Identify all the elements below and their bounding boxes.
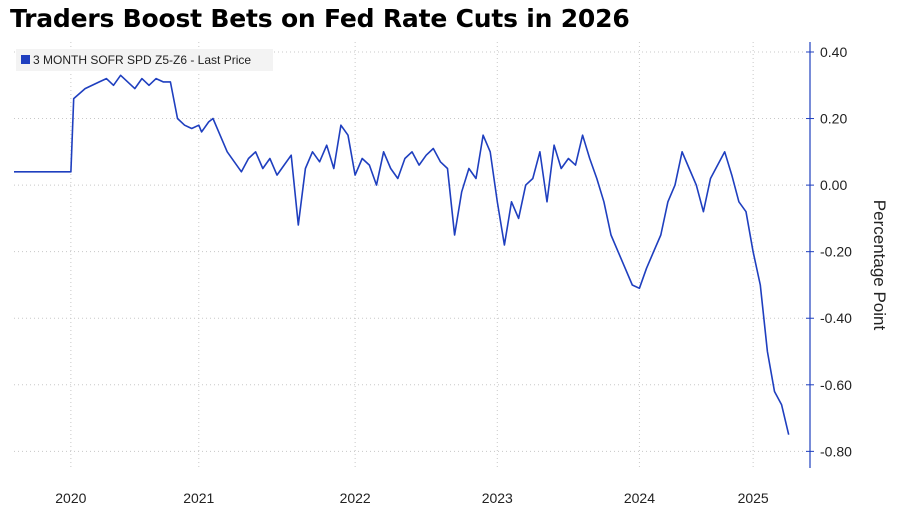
x-tick-label: 2021 bbox=[183, 490, 214, 506]
y-tick-label: 0.20 bbox=[820, 111, 847, 127]
series-lines bbox=[14, 74, 790, 435]
x-tick-labels: 2020 2021 2022 2023 2024 2025 bbox=[55, 490, 769, 506]
legend-box bbox=[16, 49, 273, 71]
x-tick-label: 2022 bbox=[340, 490, 371, 506]
y-tick-label: -0.20 bbox=[820, 244, 852, 260]
legend-swatch bbox=[21, 55, 30, 64]
y-tick-label: -0.60 bbox=[820, 377, 852, 393]
legend: 3 MONTH SOFR SPD Z5-Z6 - Last Price bbox=[16, 49, 273, 71]
x-tick-label: 2020 bbox=[55, 490, 86, 506]
y-axis-title: Percentage Point bbox=[870, 200, 889, 331]
y-tick-label: 0.40 bbox=[820, 44, 847, 60]
chart-title: Traders Boost Bets on Fed Rate Cuts in 2… bbox=[10, 4, 630, 33]
x-grid-lines bbox=[70, 42, 754, 468]
legend-label: 3 MONTH SOFR SPD Z5-Z6 - Last Price bbox=[33, 53, 251, 67]
series-line bbox=[14, 74, 790, 435]
y-tick-label: -0.40 bbox=[820, 310, 852, 326]
grid-lines bbox=[14, 51, 810, 452]
x-tick-label: 2023 bbox=[482, 490, 513, 506]
y-tick-label: -0.80 bbox=[820, 443, 852, 459]
x-tick-label: 2025 bbox=[738, 490, 769, 506]
y-tick-labels: 0.40 0.20 0.00 -0.20 -0.40 -0.60 -0.80 bbox=[820, 44, 852, 459]
y-tick-label: 0.00 bbox=[820, 177, 847, 193]
x-tick-label: 2024 bbox=[624, 490, 655, 506]
y-axis bbox=[806, 42, 814, 468]
